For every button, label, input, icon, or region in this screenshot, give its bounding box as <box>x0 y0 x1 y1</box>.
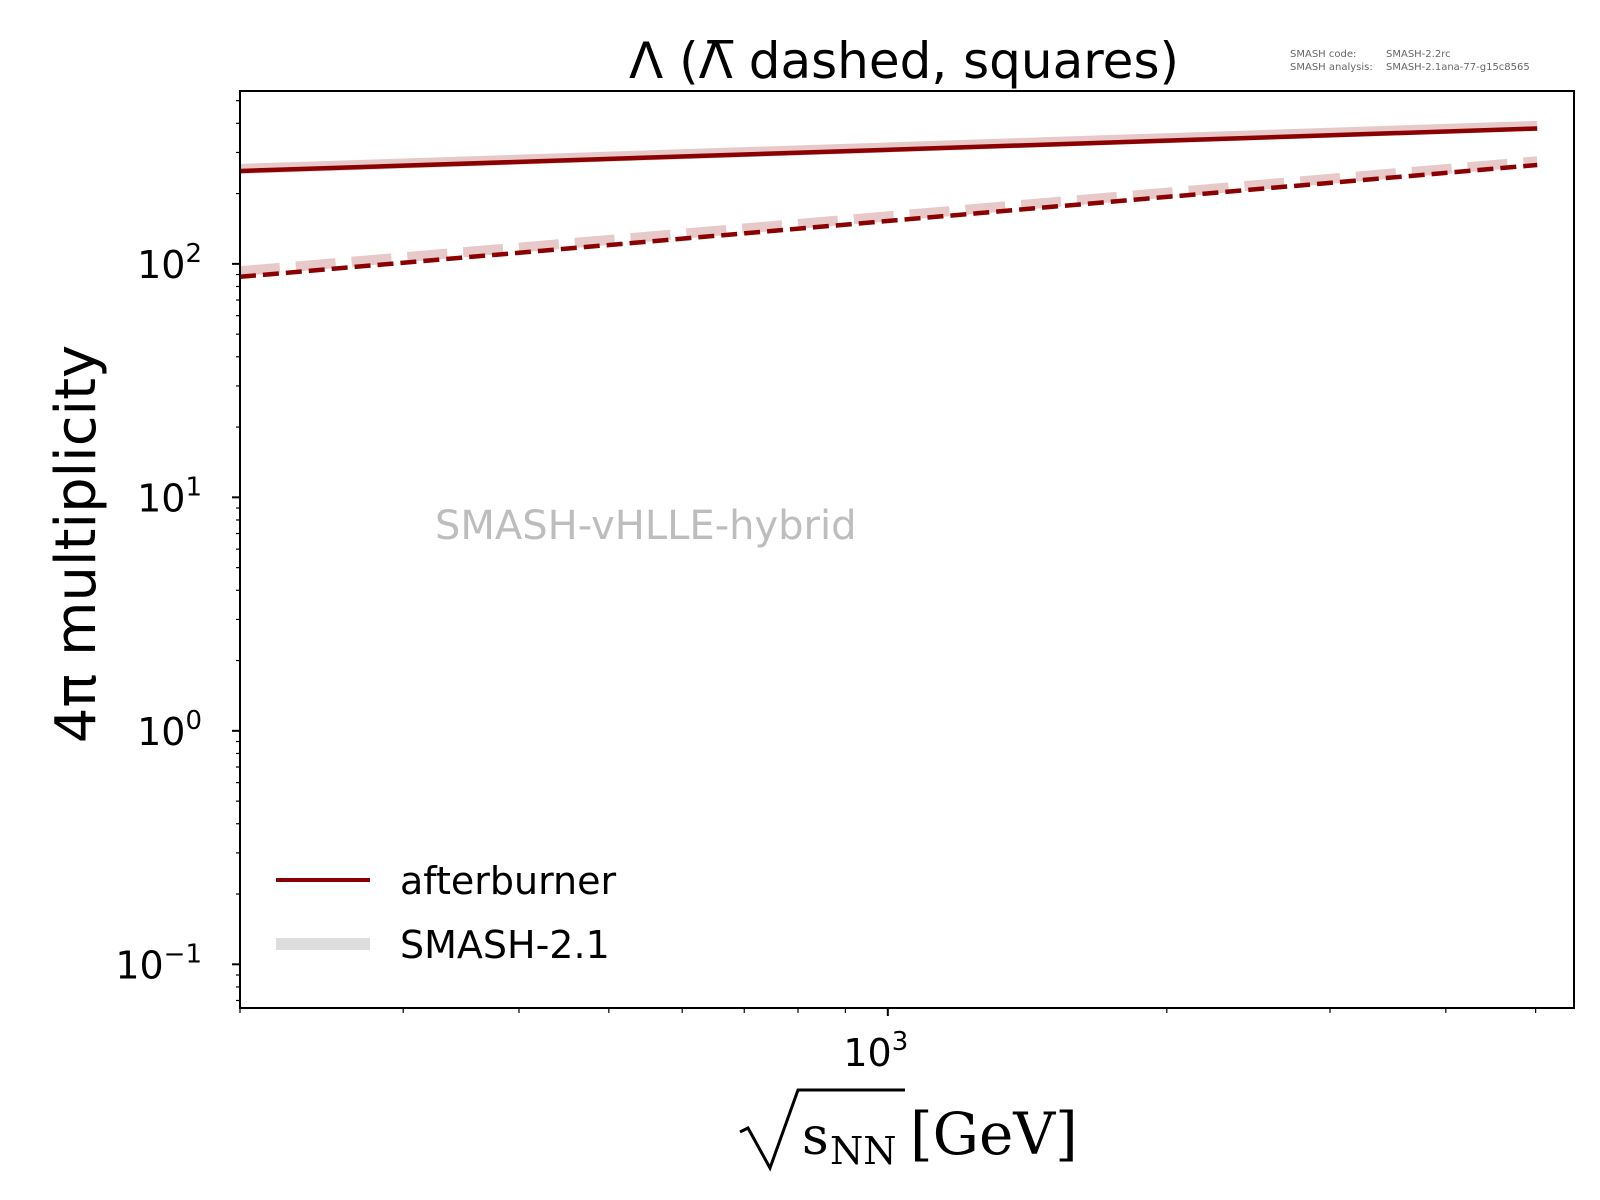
legend: afterburner SMASH-2.1 <box>276 859 617 967</box>
x-label-unit: [GeV] <box>910 1100 1078 1168</box>
series-line-afterburner-antilambda <box>239 162 1538 280</box>
chart-annotation: SMASH-vHLLE-hybrid <box>435 503 856 549</box>
version-analysis-label: SMASH analysis: <box>1290 62 1373 73</box>
y-tick-exponent: 0 <box>185 706 202 736</box>
y-tick-label: 101 <box>137 472 202 520</box>
series-layer <box>239 120 1538 280</box>
series-line-afterburner-lambda <box>239 126 1538 174</box>
y-tick-exponent: 2 <box>185 239 202 269</box>
y-tick-label: 102 <box>137 239 202 287</box>
y-tick-label: 100 <box>137 706 202 754</box>
x-tick-label: 103 <box>843 1027 908 1075</box>
series-line-smash-antilambda <box>239 156 1538 277</box>
version-analysis-value: SMASH-2.1ana-77-g15c8565 <box>1386 62 1530 73</box>
y-tick-exponent: −1 <box>164 939 202 969</box>
y-axis-label: 4π multiplicity <box>44 345 109 743</box>
x-label-radical-body: s <box>802 1107 829 1167</box>
x-tick-exponent: 3 <box>892 1027 909 1057</box>
version-code-value: SMASH-2.2rc <box>1386 49 1451 60</box>
x-label-subscript: NN <box>830 1129 897 1173</box>
chart-title: Λ (Λ̅ dashed, squares) <box>629 32 1179 90</box>
y-tick-label: 10−1 <box>115 939 202 987</box>
x-axis-label: s NN [GeV] <box>739 1088 1078 1173</box>
legend-label-smash: SMASH-2.1 <box>400 923 610 967</box>
y-tick-exponent: 1 <box>185 472 202 502</box>
legend-label-afterburner: afterburner <box>400 859 617 903</box>
radical-sign <box>739 1088 905 1172</box>
version-code-label: SMASH code: <box>1290 49 1356 60</box>
version-info: SMASH code: SMASH-2.2rc SMASH analysis: … <box>1290 49 1530 73</box>
plot-frame <box>239 90 1575 1009</box>
